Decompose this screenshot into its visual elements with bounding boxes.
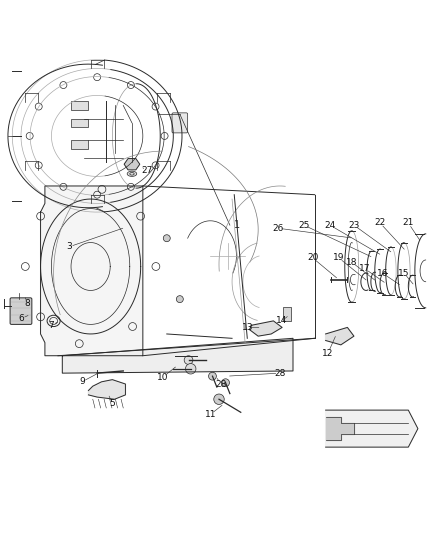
Polygon shape bbox=[325, 417, 354, 440]
Text: 5: 5 bbox=[110, 399, 115, 408]
Bar bbox=[71, 101, 88, 110]
Text: 15: 15 bbox=[398, 269, 410, 278]
Text: 23: 23 bbox=[348, 221, 360, 230]
Text: 11: 11 bbox=[205, 410, 216, 419]
Text: 27: 27 bbox=[141, 166, 153, 175]
FancyBboxPatch shape bbox=[172, 113, 187, 133]
Text: 7: 7 bbox=[49, 321, 54, 330]
Text: 14: 14 bbox=[276, 317, 288, 326]
Polygon shape bbox=[250, 321, 282, 336]
Text: 28: 28 bbox=[215, 379, 227, 389]
Text: 8: 8 bbox=[25, 299, 30, 308]
Circle shape bbox=[184, 356, 193, 365]
Circle shape bbox=[214, 394, 224, 405]
Text: 20: 20 bbox=[307, 253, 318, 262]
Bar bbox=[283, 307, 291, 321]
Ellipse shape bbox=[127, 171, 137, 176]
Text: 19: 19 bbox=[333, 253, 344, 262]
Text: 25: 25 bbox=[298, 221, 310, 230]
Text: 18: 18 bbox=[346, 257, 357, 266]
Text: 21: 21 bbox=[403, 219, 414, 228]
Text: 9: 9 bbox=[79, 377, 85, 386]
Polygon shape bbox=[88, 379, 125, 399]
Bar bbox=[71, 118, 88, 127]
Polygon shape bbox=[325, 410, 418, 447]
Text: 17: 17 bbox=[359, 264, 371, 273]
Polygon shape bbox=[124, 159, 140, 170]
Text: 13: 13 bbox=[241, 323, 253, 332]
Circle shape bbox=[222, 379, 230, 386]
Text: 10: 10 bbox=[157, 373, 168, 382]
Circle shape bbox=[177, 296, 184, 303]
Circle shape bbox=[208, 372, 216, 380]
Circle shape bbox=[185, 364, 196, 374]
Text: 28: 28 bbox=[274, 369, 286, 377]
Text: 24: 24 bbox=[325, 221, 336, 230]
Polygon shape bbox=[41, 186, 143, 356]
Polygon shape bbox=[325, 327, 354, 345]
Text: 26: 26 bbox=[272, 224, 283, 233]
Text: 16: 16 bbox=[376, 269, 388, 278]
Text: 22: 22 bbox=[374, 219, 385, 228]
Bar bbox=[71, 140, 88, 149]
FancyBboxPatch shape bbox=[10, 298, 32, 325]
Text: 3: 3 bbox=[66, 243, 72, 252]
Polygon shape bbox=[62, 338, 293, 373]
Circle shape bbox=[163, 235, 170, 241]
Text: 6: 6 bbox=[18, 314, 24, 323]
Text: 1: 1 bbox=[234, 220, 240, 230]
Text: 12: 12 bbox=[322, 349, 333, 358]
